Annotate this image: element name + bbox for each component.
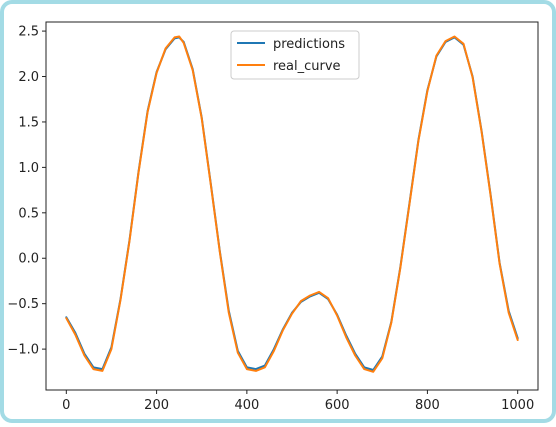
line-chart: 0 200 400 600 800 1000 −1.0 −0.5 0.0 0.5 1.0 1.5 2.…: [7, 21, 539, 413]
x-tick-label: 200: [144, 398, 169, 413]
y-tick-label: 1.5: [18, 115, 39, 130]
x-tick-label: 800: [415, 398, 440, 413]
y-tick-label: 0.0: [18, 252, 39, 267]
y-tick-label: 2.0: [18, 70, 39, 85]
legend-label-real-curve: real_curve: [273, 59, 341, 74]
x-tick-label: 0: [62, 398, 70, 413]
y-axis: −1.0 −0.5 0.0 0.5 1.0 1.5 2.0 2.5: [7, 25, 46, 358]
y-tick-label: −1.0: [7, 343, 39, 358]
y-tick-label: 0.5: [18, 206, 39, 221]
series-group: [65, 35, 519, 373]
x-axis: 0 200 400 600 800 1000: [62, 390, 534, 413]
legend: predictions real_curve: [230, 30, 360, 80]
y-tick-label: 2.5: [18, 25, 39, 40]
x-tick-label: 600: [325, 398, 350, 413]
series-line-real-curve: [65, 35, 519, 373]
legend-label-predictions: predictions: [273, 37, 345, 52]
y-tick-label: −0.5: [7, 297, 39, 312]
plot-area: [45, 21, 539, 391]
x-tick-label: 1000: [501, 398, 534, 413]
x-tick-label: 400: [234, 398, 259, 413]
y-tick-label: 1.0: [18, 161, 39, 176]
